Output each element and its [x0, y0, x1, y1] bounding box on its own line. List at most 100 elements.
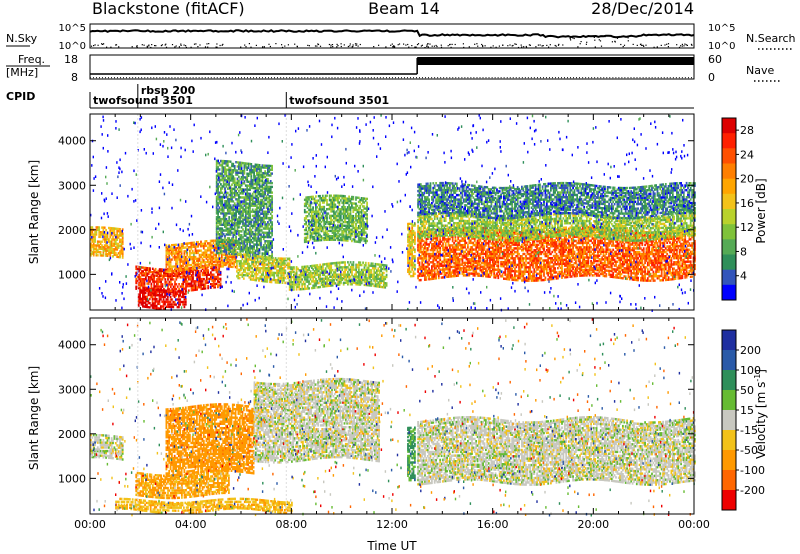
- echo-cell: [228, 208, 231, 211]
- echo-cell: [142, 286, 144, 289]
- echo-cell: [157, 290, 160, 293]
- echo-cell: [224, 236, 226, 240]
- echo-cell: [218, 265, 220, 268]
- echo-cell: [231, 218, 233, 221]
- echo-cell: [221, 168, 224, 171]
- echo-cell: [215, 268, 218, 272]
- echo-cell: [225, 219, 228, 223]
- echo-cell: [231, 214, 233, 217]
- echo-cell: [217, 231, 219, 234]
- echo-cell: [236, 179, 239, 183]
- echo-cell: [112, 229, 114, 232]
- echo-cell: [180, 264, 183, 268]
- echo-cell: [218, 176, 221, 180]
- echo-cell: [94, 233, 96, 236]
- nsearch-point: [417, 43, 420, 45]
- echo-cell: [168, 252, 171, 255]
- echo-cell: [221, 229, 224, 232]
- echo-cell: [187, 268, 190, 271]
- echo-cell: [162, 300, 165, 303]
- echo-cell: [148, 306, 151, 309]
- echo-cell: [213, 263, 216, 267]
- echo-cell: [288, 257, 291, 260]
- echo-cell: [94, 238, 96, 241]
- echo-cell: [147, 270, 150, 274]
- echo-cell: [227, 257, 230, 260]
- nave-point: [401, 77, 402, 79]
- echo-cell: [175, 288, 178, 291]
- echo-cell: [213, 253, 216, 257]
- echo-cell: [173, 254, 176, 257]
- echo-cell: [198, 266, 201, 270]
- echo-cell: [109, 240, 112, 243]
- echo-cell: [174, 283, 176, 286]
- echo-cell: [339, 214, 342, 218]
- echo-cell: [175, 265, 177, 268]
- echo-cell: [215, 240, 218, 243]
- echo-cell: [193, 241, 195, 244]
- echo-cell: [231, 239, 233, 242]
- echo-cell: [218, 234, 221, 238]
- echo-cell: [120, 248, 123, 251]
- echo-cell: [221, 204, 224, 207]
- echo-cell: [94, 244, 96, 247]
- nsearch-point: [118, 46, 120, 48]
- echo-cell: [180, 253, 183, 257]
- nave-point: [524, 77, 526, 79]
- echo-cell: [157, 307, 159, 310]
- nsearch-point: [447, 45, 449, 47]
- echo-cell: [121, 246, 124, 249]
- nsearch-point: [666, 43, 668, 45]
- echo-cell: [150, 270, 153, 274]
- echo-cell: [232, 164, 235, 168]
- echo-cell: [217, 178, 219, 182]
- echo-cell: [121, 240, 124, 244]
- echo-cell: [231, 208, 233, 211]
- echo-cell: [229, 219, 232, 223]
- echo-cell: [98, 245, 101, 249]
- echo-cell: [215, 176, 218, 180]
- echo-cell: [201, 242, 204, 246]
- echo-cell: [262, 273, 265, 276]
- nsearch-point: [579, 43, 581, 45]
- echo-cell: [208, 277, 211, 281]
- nsearch-point: [537, 44, 539, 46]
- echo-cell: [226, 240, 229, 244]
- echo-cell: [248, 256, 251, 259]
- echo-cell: [364, 264, 367, 267]
- echo-cell: [228, 185, 231, 188]
- nsearch-point: [199, 44, 201, 46]
- nave-point: [301, 77, 303, 79]
- echo-cell: [197, 249, 200, 252]
- echo-cell: [218, 191, 221, 194]
- echo-cell: [165, 273, 168, 276]
- echo-cell: [169, 260, 172, 264]
- nsearch-point: [405, 44, 407, 46]
- echo-cell: [211, 284, 214, 287]
- echo-cell: [179, 298, 182, 301]
- nsearch-point: [294, 43, 296, 45]
- echo-cell: [162, 289, 165, 292]
- nave-point: [404, 77, 405, 79]
- echo-cell: [203, 269, 205, 272]
- echo-cell: [221, 234, 224, 238]
- echo-cell: [199, 279, 201, 283]
- echo-cell: [271, 216, 273, 220]
- echo-cell: [121, 254, 124, 257]
- echo-cell: [119, 232, 121, 235]
- echo-cell: [185, 282, 187, 286]
- echo-cell: [362, 261, 364, 264]
- echo-cell: [183, 298, 186, 301]
- echo-cell: [215, 238, 218, 241]
- echo-cell: [209, 265, 212, 269]
- echo-cell: [186, 282, 189, 286]
- echo-cell: [144, 297, 147, 301]
- echo-cell: [352, 214, 355, 218]
- echo-cell: [175, 276, 178, 279]
- echo-cell: [224, 217, 226, 221]
- echo-cell: [99, 242, 102, 246]
- echo-cell: [223, 263, 226, 267]
- echo-cell: [362, 271, 364, 274]
- nsearch-point: [411, 45, 413, 47]
- echo-cell: [168, 291, 171, 294]
